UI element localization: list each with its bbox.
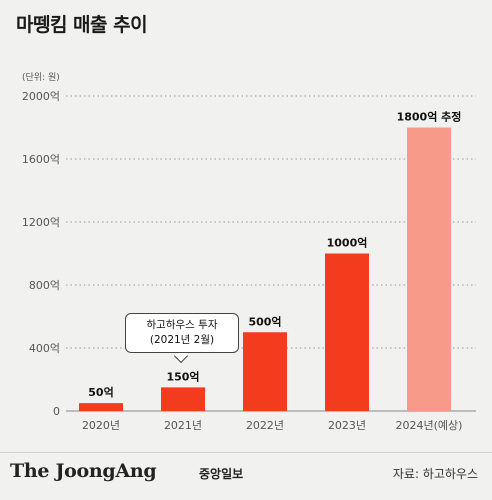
y-tick-label-1600: 1600억 [22,153,60,166]
data-label-1: 150억 [166,370,199,383]
data-label-2: 500억 [248,315,281,328]
bar-1 [161,387,205,411]
joongang-logo: The JoongAng [10,460,157,482]
bar-2 [243,332,287,411]
y-tick-label-800: 800억 [29,279,60,292]
callout-line-2: (2021년 2월) [149,334,215,346]
y-tick-label-2000: 2000억 [22,90,60,103]
joongang-logo-korean: 중앙일보 [199,467,244,481]
investment-callout: 하고하우스 투자 (2021년 2월) [125,313,239,353]
footer-divider [0,452,492,453]
data-label-3: 1000억 [327,237,368,250]
x-tick-label-3: 2023년 [328,419,366,432]
x-tick-label-0: 2020년 [82,419,120,432]
bar-3 [325,253,369,411]
source-note: 자료: 하고하우스 [392,467,478,481]
bar-chart: 0 400억 800억 1200억 1600억 2000억 50억 2020년 150억 2021… [22,90,476,432]
chart-title: 마뗑킴 매출 추이 [16,14,148,36]
bar-0 [79,403,123,411]
data-label-0: 50억 [88,386,113,399]
unit-note: (단위: 원) [22,73,60,83]
x-tick-label-4: 2024년(예상) [396,419,463,432]
x-tick-label-2: 2022년 [246,419,284,432]
data-label-4: 1800억 추정 [397,110,462,124]
callout-line-1: 하고하우스 투자 [146,319,218,331]
y-tick-label-400: 400억 [29,342,60,355]
y-tick-label-1200: 1200억 [22,216,60,229]
x-tick-label-1: 2021년 [164,419,202,432]
y-tick-label-0: 0 [53,405,60,418]
bar-4 [407,127,451,411]
